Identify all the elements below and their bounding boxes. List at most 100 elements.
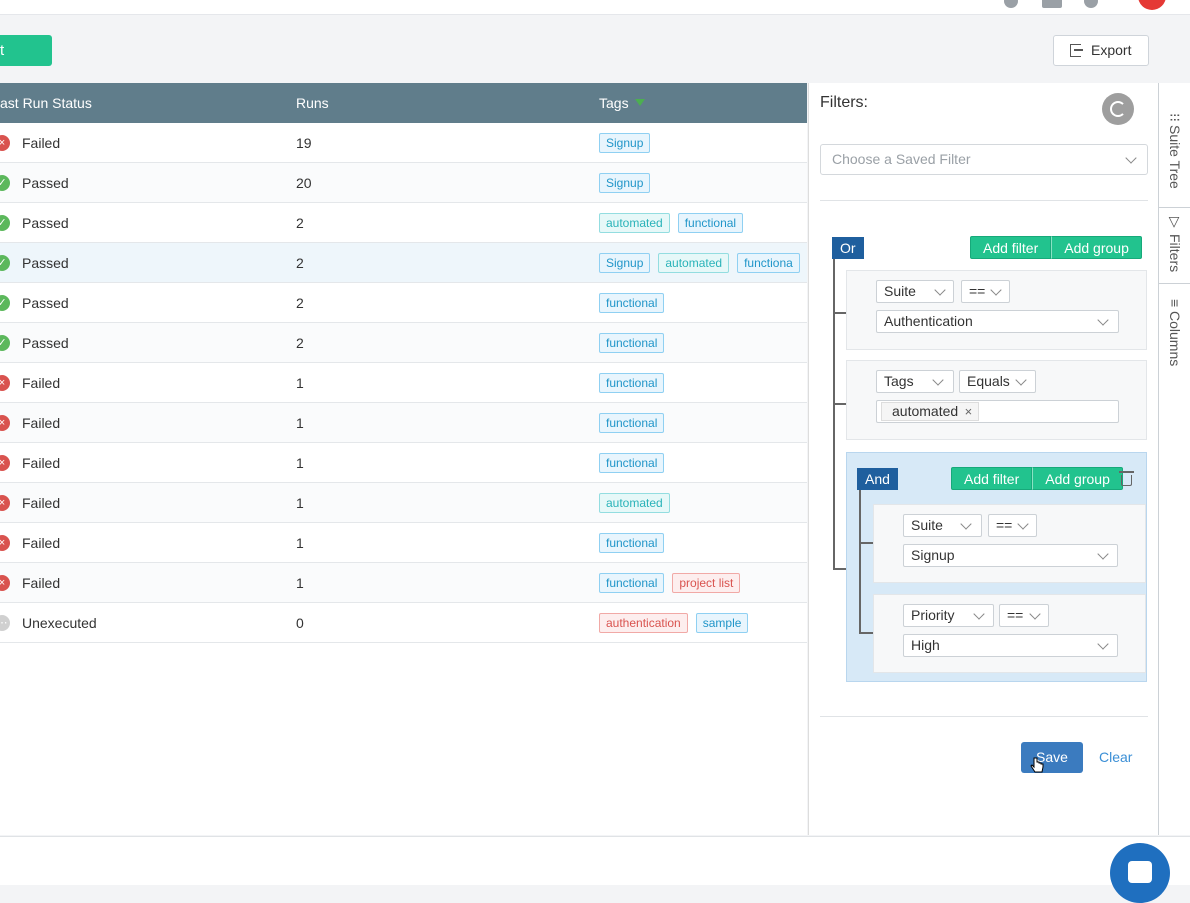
tree-branch [833, 312, 846, 314]
tag-badge[interactable]: functional [599, 413, 665, 433]
table-row[interactable]: ✓ Passed 20 Signup [0, 163, 807, 203]
tag-badge[interactable]: automated [658, 253, 730, 273]
saved-filter-select[interactable]: Choose a Saved Filter [820, 144, 1148, 175]
root-operator-toggle[interactable]: Or [832, 237, 864, 259]
table-row[interactable]: ⋯ Unexecuted 0 authentication sample [0, 603, 807, 643]
tree-line [859, 490, 861, 632]
tags-cell: functional [599, 373, 672, 393]
tag-badge[interactable]: functional [599, 373, 665, 393]
rule-value: Signup [911, 547, 955, 563]
filter-rule-suite: Suite == Authentication [846, 270, 1147, 350]
table-row[interactable]: × Failed 1 automated [0, 483, 807, 523]
table-row[interactable]: ✓ Passed 2 Signup automated functiona [0, 243, 807, 283]
rule-field-select[interactable]: Suite [876, 280, 954, 303]
tab-suite-tree[interactable]: ⁝⁝ Suite Tree [1159, 95, 1190, 207]
rule-operator-select[interactable]: Equals [959, 370, 1036, 393]
tag-badge[interactable]: functional [677, 213, 744, 233]
failed-status-icon: × [0, 495, 10, 511]
export-icon [1070, 44, 1083, 57]
clear-button[interactable]: Clear [1099, 749, 1133, 765]
tag-badge[interactable]: functional [599, 453, 665, 473]
tab-filters[interactable]: ▽ Filters [1159, 211, 1190, 275]
rule-field-select[interactable]: Tags [876, 370, 954, 393]
tag-chip-label: automated [892, 403, 959, 419]
column-runs[interactable]: Runs [296, 95, 329, 111]
table-row[interactable]: × Failed 1 functional [0, 403, 807, 443]
passed-status-icon: ✓ [0, 215, 10, 231]
tag-badge[interactable]: project list [672, 573, 741, 593]
failed-status-icon: × [0, 455, 10, 471]
chevron-down-icon [1017, 518, 1029, 530]
tags-cell: automated [599, 493, 678, 513]
add-group-button[interactable]: Add group [1051, 236, 1142, 259]
rule-field-select[interactable]: Priority [903, 604, 994, 627]
status-label: Passed [22, 175, 69, 191]
divider [820, 716, 1148, 717]
tag-badge[interactable]: functional [599, 293, 665, 313]
table-row[interactable]: × Failed 1 functional [0, 363, 807, 403]
tab-columns[interactable]: ≡ Columns [1159, 293, 1190, 373]
tags-multiselect[interactable]: automated × [876, 400, 1119, 423]
tag-badge[interactable]: Signup [599, 253, 651, 273]
rule-operator-value: == [996, 517, 1013, 533]
rule-value-select[interactable]: Signup [903, 544, 1118, 567]
group-add-filter-button[interactable]: Add filter [951, 467, 1033, 490]
column-last-run-status[interactable]: ast Run Status [0, 95, 92, 111]
table-row[interactable]: × Failed 1 functional [0, 523, 807, 563]
add-filter-button[interactable]: Add filter [970, 236, 1052, 259]
test-plan-button-label: t Plan [0, 42, 5, 59]
rule-operator-select[interactable]: == [988, 514, 1037, 537]
chat-icon[interactable] [1110, 843, 1170, 903]
rule-field-value: Tags [884, 373, 914, 389]
rule-value-select[interactable]: Authentication [876, 310, 1119, 333]
avatar[interactable] [1138, 0, 1166, 10]
tags-cell: Signup [599, 173, 658, 193]
filter-icon: ▽ [1167, 213, 1183, 230]
export-button[interactable]: Export [1053, 35, 1149, 66]
tag-badge[interactable]: Signup [599, 173, 651, 193]
tags-cell: functional project list [599, 573, 748, 593]
runs-count: 1 [296, 495, 304, 511]
test-plan-button[interactable]: t Plan [0, 35, 52, 66]
tag-badge[interactable]: authentication [599, 613, 688, 633]
status-label: Failed [22, 415, 61, 431]
tag-badge[interactable]: automated [599, 493, 670, 513]
tag-badge[interactable]: functional [599, 573, 665, 593]
table-row[interactable]: × Failed 1 functional project list [0, 563, 807, 603]
filter-active-icon[interactable] [634, 98, 645, 106]
help-icon[interactable] [1084, 0, 1098, 8]
tag-badge[interactable]: Signup [599, 133, 651, 153]
status-label: Failed [22, 375, 61, 391]
close-icon[interactable]: × [964, 404, 973, 419]
trash-icon[interactable] [1119, 471, 1134, 486]
chevron-down-icon [1097, 638, 1109, 650]
refresh-icon[interactable] [1102, 93, 1134, 125]
table-row[interactable]: ✓ Passed 2 functional [0, 283, 807, 323]
runs-count: 1 [296, 575, 304, 591]
tag-badge[interactable]: functional [599, 533, 665, 553]
tag-badge[interactable]: automated [599, 213, 670, 233]
table-row[interactable]: ✓ Passed 2 functional [0, 323, 807, 363]
divider [820, 200, 1148, 201]
rule-value-select[interactable]: High [903, 634, 1118, 657]
group-add-group-button[interactable]: Add group [1032, 467, 1123, 490]
table-row[interactable]: ✓ Passed 2 automated functional [0, 203, 807, 243]
rule-operator-select[interactable]: == [961, 280, 1010, 303]
rule-field-select[interactable]: Suite [903, 514, 982, 537]
group-operator-toggle[interactable]: And [857, 468, 898, 490]
table-row[interactable]: × Failed 19 Signup [0, 123, 807, 163]
root-button-group: Add filter Add group [970, 236, 1142, 259]
filters-title: Filters: [820, 94, 868, 111]
saved-filter-placeholder: Choose a Saved Filter [832, 151, 971, 167]
tag-badge[interactable]: functional [599, 333, 665, 353]
tags-cell: functional [599, 533, 672, 553]
tag-badge[interactable]: sample [695, 613, 749, 633]
column-tags[interactable]: Tags [599, 83, 645, 123]
save-button[interactable]: Save [1021, 742, 1083, 773]
table-row[interactable]: × Failed 1 functional [0, 443, 807, 483]
mail-icon[interactable] [1042, 0, 1062, 8]
tag-badge[interactable]: functiona [737, 253, 800, 273]
runs-count: 1 [296, 535, 304, 551]
notification-icon[interactable] [1004, 0, 1018, 8]
rule-operator-select[interactable]: == [999, 604, 1049, 627]
